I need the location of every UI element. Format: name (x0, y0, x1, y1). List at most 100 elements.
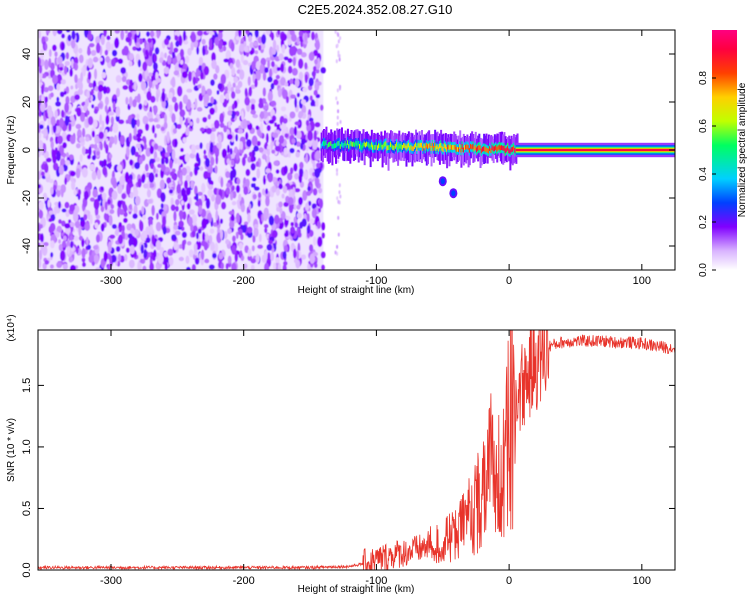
noise-speckle (134, 195, 141, 206)
noise-speckle (214, 104, 218, 114)
signal-peak (486, 148, 489, 153)
noise-speckle (86, 33, 93, 41)
noise-speckle (121, 230, 125, 237)
noise-speckle (108, 111, 115, 116)
noise-speckle (260, 57, 267, 67)
noise-speckle (93, 198, 100, 210)
noise-speckle (95, 35, 101, 45)
signal-peak (453, 145, 455, 150)
noise-speckle (240, 233, 244, 241)
signal-peak (330, 141, 332, 146)
noise-speckle (173, 210, 177, 222)
noise-speckle (105, 114, 110, 125)
noise-speckle (111, 190, 118, 200)
noise-speckle (179, 244, 183, 250)
noise-speckle (38, 56, 41, 67)
noise-speckle (157, 145, 163, 152)
noise-speckle (175, 40, 180, 48)
colorbar-tick-label: 0.6 (698, 119, 709, 133)
noise-speckle (201, 218, 208, 230)
noise-speckle (56, 261, 63, 269)
noise-speckle (294, 172, 300, 180)
noise-speckle (108, 141, 113, 149)
noise-speckle (210, 156, 215, 166)
noise-speckle (56, 225, 62, 233)
noise-speckle (275, 169, 280, 174)
noise-speckle (205, 198, 211, 209)
noise-speckle (255, 161, 260, 168)
noise-speckle (269, 252, 275, 262)
signal-peak (415, 142, 417, 148)
noise-speckle (146, 189, 152, 198)
noise-speckle (59, 117, 65, 128)
signal-peak (465, 144, 467, 150)
noise-speckle (86, 154, 92, 160)
noise-speckle (227, 255, 232, 264)
signal-peak (505, 147, 508, 153)
noise-speckle (97, 102, 103, 109)
noise-speckle (54, 110, 58, 119)
noise-speckle (79, 136, 85, 143)
noise-speckle (282, 263, 287, 270)
noise-speckle (272, 262, 277, 270)
noise-speckle (138, 147, 142, 155)
noise-speckle (42, 143, 47, 154)
noise-speckle (290, 221, 295, 227)
signal-peak (362, 142, 364, 148)
noise-speckle (41, 94, 45, 105)
noise-speckle (56, 151, 61, 162)
noise-speckle (85, 236, 89, 246)
noise-speckle (75, 168, 81, 179)
noise-speckle (217, 134, 222, 144)
signal-peak (441, 145, 443, 151)
noise-speckle (185, 117, 189, 128)
noise-speckle (206, 88, 213, 97)
noise-speckle (143, 249, 148, 259)
noise-speckle (291, 45, 297, 56)
noise-speckle (50, 186, 54, 195)
noise-speckle (119, 208, 125, 216)
noise-speckle (294, 222, 299, 228)
signal-peak (428, 143, 430, 149)
noise-speckle (155, 240, 162, 251)
noise-speckle (159, 179, 165, 190)
signal-peak (332, 143, 335, 149)
noise-speckle (276, 44, 280, 53)
noise-speckle (134, 228, 140, 236)
noise-speckle (74, 74, 78, 84)
noise-speckle (79, 154, 83, 163)
noise-speckle (137, 178, 142, 188)
noise-speckle (78, 54, 84, 64)
noise-speckle (219, 122, 225, 129)
noise-speckle (338, 57, 341, 62)
noise-speckle (279, 207, 283, 215)
noise-speckle (220, 218, 224, 224)
signal-peak (435, 146, 437, 151)
noise-speckle (64, 102, 70, 113)
noise-speckle (231, 245, 237, 255)
noise-speckle (90, 49, 97, 57)
noise-speckle (146, 31, 150, 37)
noise-speckle (291, 33, 297, 42)
signal-peak (321, 141, 324, 147)
noise-speckle (210, 96, 215, 104)
noise-speckle (133, 125, 137, 137)
noise-speckle (336, 115, 339, 120)
noise-speckle (292, 186, 296, 196)
noise-speckle (251, 245, 255, 252)
noise-speckle (321, 232, 325, 239)
noise-speckle (171, 51, 176, 59)
noise-speckle (289, 167, 294, 175)
colorbar-tick-label: 0.0 (698, 263, 709, 277)
noise-speckle (69, 222, 76, 228)
noise-speckle (200, 249, 205, 261)
noise-speckle (243, 186, 249, 196)
noise-speckle (142, 115, 149, 125)
noise-speckle (61, 131, 67, 142)
signal-peak (426, 144, 429, 150)
noise-speckle (235, 35, 241, 41)
noise-speckle (75, 143, 81, 149)
noise-speckle (280, 76, 286, 86)
